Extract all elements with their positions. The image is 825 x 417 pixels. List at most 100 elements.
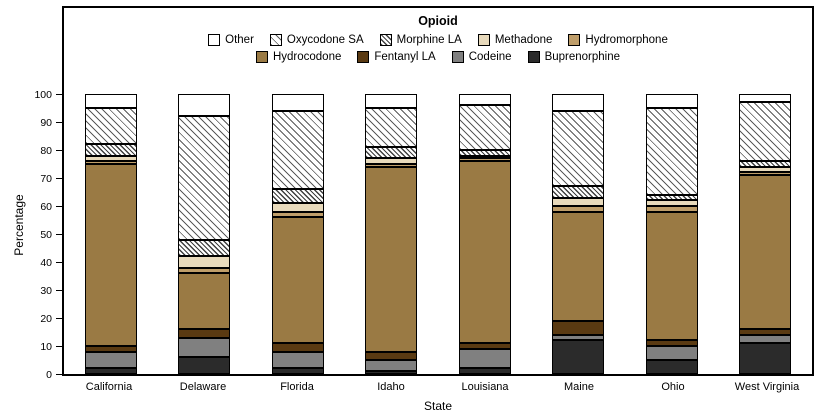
segment-hydromorphone <box>458 158 511 162</box>
segment-hydromorphone <box>84 161 137 164</box>
x-tick-label-idaho: Idaho <box>377 381 405 393</box>
y-tick-mark <box>56 289 62 291</box>
segment-methadone <box>739 166 792 173</box>
segment-buprenorphine <box>739 343 792 374</box>
segment-hydromorphone <box>365 164 418 167</box>
segment-hydrocodone <box>178 273 231 330</box>
segment-codeine <box>552 334 605 341</box>
segment-buprenorphine <box>365 371 418 374</box>
segment-morphine-la <box>271 189 324 204</box>
segment-methadone <box>84 155 137 162</box>
legend-label: Other <box>225 34 254 46</box>
bar-california <box>84 94 137 374</box>
segment-methadone <box>645 200 698 206</box>
segment-oxycodone-sa <box>458 105 511 150</box>
bar-ohio <box>645 94 698 374</box>
x-tick-label-louisiana: Louisiana <box>461 381 509 393</box>
y-tick-mark <box>56 233 62 235</box>
segment-morphine-la <box>365 147 418 159</box>
y-tick-mark <box>56 205 62 207</box>
bar-louisiana <box>458 94 511 374</box>
segment-hydrocodone <box>365 166 418 352</box>
segment-oxycodone-sa <box>365 108 418 148</box>
legend-swatch-hydromorphone <box>568 34 581 46</box>
y-tick-mark <box>56 345 62 347</box>
y-tick-label: 10 <box>40 341 52 353</box>
y-tick-label: 50 <box>40 229 52 241</box>
segment-other <box>178 94 231 117</box>
segment-other <box>458 94 511 106</box>
legend-item-methadone: Methadone <box>477 34 552 46</box>
legend-label: Codeine <box>468 51 512 63</box>
legend-swatch-buprenorphine <box>527 51 540 63</box>
segment-other <box>552 94 605 111</box>
legend: Opioid Other Oxycodone SA Morphine LA Metha… <box>64 14 812 68</box>
segment-hydromorphone <box>271 211 324 218</box>
segment-oxycodone-sa <box>271 110 324 190</box>
segment-codeine <box>271 351 324 369</box>
y-tick-label: 40 <box>40 257 52 269</box>
segment-codeine <box>645 346 698 360</box>
y-tick-mark <box>56 373 62 375</box>
y-tick-mark <box>56 121 62 123</box>
x-axis-label: State <box>423 399 453 413</box>
segment-oxycodone-sa <box>552 110 605 187</box>
y-tick-label: 60 <box>40 201 52 213</box>
legend-item-codeine: Codeine <box>451 51 512 63</box>
y-tick-label: 100 <box>34 89 52 101</box>
legend-swatch-other <box>208 34 221 46</box>
segment-fentanyl-la <box>645 340 698 346</box>
segment-hydrocodone <box>739 175 792 330</box>
legend-item-other: Other <box>208 34 254 46</box>
legend-row: Hydrocodone Fentanyl LA Codeine Buprenorphi… <box>64 51 812 63</box>
segment-other <box>645 94 698 108</box>
x-tick-label-delaware: Delaware <box>179 381 227 393</box>
legend-swatch-morphine-la <box>379 34 392 46</box>
y-tick-label: 30 <box>40 285 52 297</box>
segment-fentanyl-la <box>271 343 324 352</box>
legend-swatch-hydrocodone <box>255 51 268 63</box>
segment-oxycodone-sa <box>178 116 231 240</box>
bar-idaho <box>365 94 418 374</box>
x-tick-label-maine: Maine <box>564 381 594 393</box>
y-tick-mark <box>56 177 62 179</box>
segment-other <box>271 94 324 111</box>
y-tick-label: 80 <box>40 145 52 157</box>
segment-fentanyl-la <box>178 329 231 338</box>
segment-fentanyl-la <box>84 346 137 352</box>
segment-morphine-la <box>84 144 137 156</box>
segment-fentanyl-la <box>458 343 511 349</box>
segment-oxycodone-sa <box>645 108 698 195</box>
segment-methadone <box>552 197 605 206</box>
legend-label: Oxycodone SA <box>286 34 364 46</box>
segment-other <box>84 94 137 108</box>
segment-hydrocodone <box>271 217 324 344</box>
segment-fentanyl-la <box>552 320 605 335</box>
segment-codeine <box>84 351 137 369</box>
segment-morphine-la <box>458 150 511 156</box>
legend-item-oxycodone-sa: Oxycodone SA <box>269 34 364 46</box>
segment-buprenorphine <box>178 357 231 374</box>
y-tick-mark <box>56 149 62 151</box>
legend-swatch-methadone <box>477 34 490 46</box>
legend-rows: Other Oxycodone SA Morphine LA Methadone Hyd… <box>64 34 812 63</box>
bar-west-virginia <box>739 94 792 374</box>
legend-label: Morphine LA <box>396 34 462 46</box>
segment-codeine <box>365 360 418 372</box>
bar-maine <box>552 94 605 374</box>
legend-item-hydrocodone: Hydrocodone <box>255 51 342 63</box>
segment-hydrocodone <box>458 161 511 344</box>
segment-other <box>365 94 418 108</box>
segment-morphine-la <box>178 239 231 257</box>
legend-swatch-fentanyl-la <box>357 51 370 63</box>
segment-hydrocodone <box>552 211 605 321</box>
segment-morphine-la <box>552 186 605 198</box>
segment-hydromorphone <box>552 206 605 212</box>
segment-fentanyl-la <box>739 329 792 335</box>
segment-other <box>739 94 792 103</box>
y-tick-mark <box>56 261 62 263</box>
legend-label: Hydrocodone <box>272 51 342 63</box>
legend-title: Opioid <box>418 14 458 28</box>
legend-item-buprenorphine: Buprenorphine <box>527 51 620 63</box>
